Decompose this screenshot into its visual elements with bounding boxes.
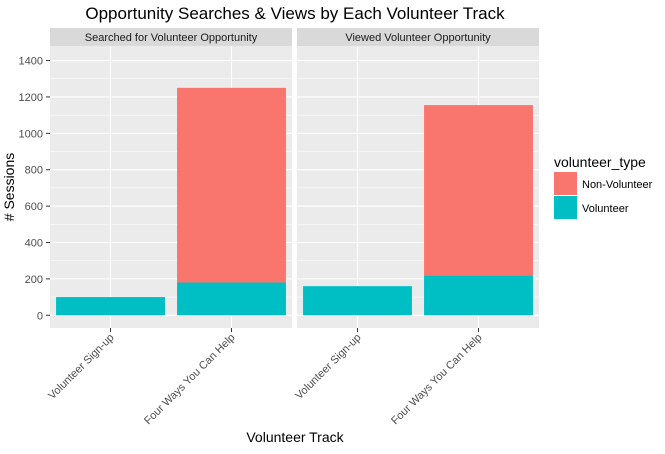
bar-segment-volunteer — [56, 297, 165, 316]
facet-panel: Viewed Volunteer Opportunity Volunteer Si… — [293, 28, 539, 427]
y-tick-label: 800 — [25, 165, 43, 177]
y-tick-label: 400 — [25, 237, 43, 249]
legend-key — [554, 172, 577, 195]
y-tick-label: 600 — [25, 201, 43, 213]
x-tick-label: Volunteer Sign-up — [46, 332, 116, 402]
facet-strip-label: Viewed Volunteer Opportunity — [345, 32, 491, 44]
y-tick-label: 200 — [25, 274, 43, 286]
bar-segment-non-volunteer — [424, 105, 533, 276]
y-axis-label: # Sessions — [1, 153, 17, 221]
legend: volunteer_type Non-Volunteer Volunteer — [554, 154, 653, 219]
x-tick-label: Four Ways You Can Help — [142, 332, 238, 428]
chart-title: Opportunity Searches & Views by Each Vol… — [85, 4, 505, 23]
bar-segment-volunteer — [424, 275, 533, 316]
facet-strip — [297, 28, 539, 46]
legend-title: volunteer_type — [554, 154, 646, 170]
facet-strip — [50, 28, 292, 46]
x-axis-label: Volunteer Track — [246, 429, 344, 445]
y-tick-label: 1400 — [19, 56, 43, 68]
y-tick-label: 0 — [37, 310, 43, 322]
panels: Searched for Volunteer Opportunity Volunt… — [46, 28, 539, 427]
bar-segment-non-volunteer — [177, 87, 286, 283]
legend-key — [554, 196, 577, 219]
y-tick-label: 1200 — [19, 92, 43, 104]
bar-segment-volunteer — [303, 286, 412, 316]
legend-entry-label: Non-Volunteer — [582, 179, 653, 191]
bar-segment-volunteer — [177, 282, 286, 316]
legend-entry-label: Volunteer — [582, 203, 629, 215]
facet-strip-label: Searched for Volunteer Opportunity — [85, 32, 258, 44]
x-tick-label: Four Ways You Can Help — [389, 332, 485, 428]
x-tick-label: Volunteer Sign-up — [293, 332, 363, 402]
facet-panel: Searched for Volunteer Opportunity Volunt… — [46, 28, 292, 427]
y-tick-label: 1000 — [19, 128, 43, 140]
